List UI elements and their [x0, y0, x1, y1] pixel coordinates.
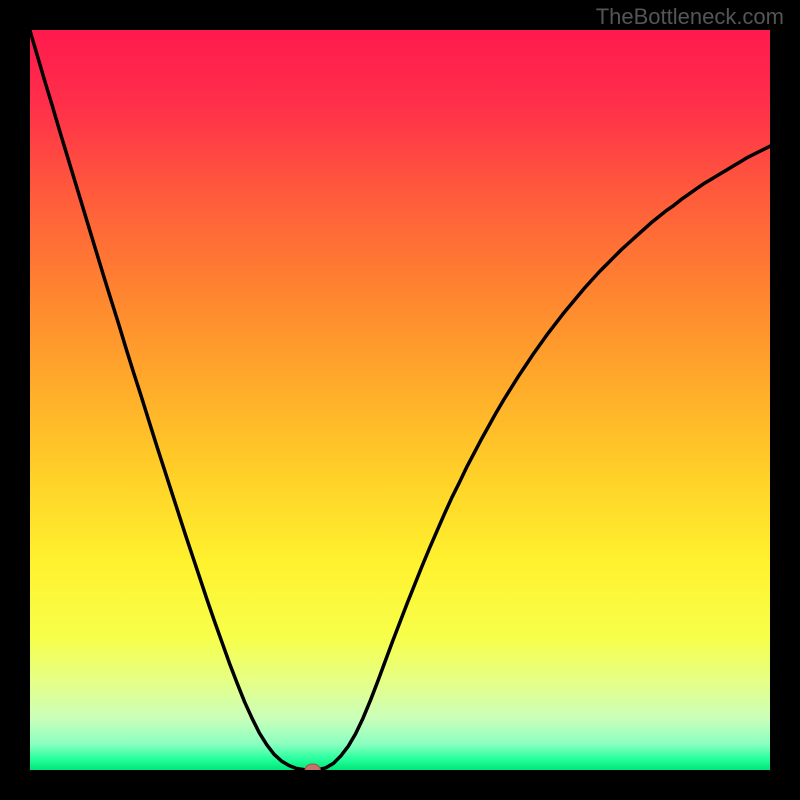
- curve-layer: [30, 30, 770, 770]
- minimum-marker: [305, 764, 320, 770]
- bottleneck-curve: [30, 31, 770, 770]
- chart-container: TheBottleneck.com: [0, 0, 800, 800]
- watermark-text: TheBottleneck.com: [596, 4, 784, 30]
- plot-area: [30, 30, 770, 770]
